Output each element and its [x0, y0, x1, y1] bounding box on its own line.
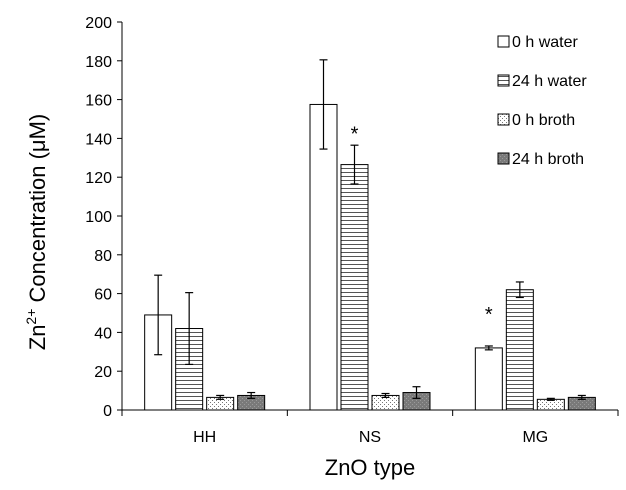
legend-swatch: [497, 113, 510, 126]
significance-marker: *: [351, 124, 359, 146]
bar: [340, 164, 369, 411]
x-tick-label: HH: [193, 429, 216, 446]
y-tick-label: 20: [94, 364, 112, 381]
legend-swatch: [497, 35, 510, 48]
y-tick-label: 160: [85, 93, 112, 110]
y-tick-label: 60: [94, 287, 112, 304]
legend-label: 0 h water: [512, 34, 578, 51]
legend-label: 0 h broth: [512, 112, 575, 129]
y-tick-label: 200: [85, 15, 112, 32]
y-tick-label: 140: [85, 131, 112, 148]
legend: 0 h water 24 h water 0 h broth 24 h broth: [497, 34, 587, 168]
y-axis-title-sup: 2+: [23, 309, 39, 325]
x-tick-label: MG: [522, 429, 548, 446]
x-tick-label: NS: [359, 429, 381, 446]
y-tick-label: 180: [85, 54, 112, 71]
bar: [474, 347, 503, 411]
bar: [309, 103, 338, 411]
axis-labels: ZnO type Zn2+ Concentration (μM): [23, 114, 415, 480]
axes: 0 20 40 60 80 100 120 140 160 180 200 HH NS MG: [85, 15, 619, 446]
legend-label: 24 h water: [512, 73, 587, 90]
bar: [536, 398, 565, 411]
legend-swatch: [497, 152, 510, 165]
legend-swatch: [497, 74, 510, 87]
y-tick-label: 120: [85, 170, 112, 187]
y-axis-title-rest: Concentration (μM): [25, 114, 50, 309]
y-tick-label: 80: [94, 248, 112, 265]
y-tick-label: 40: [94, 325, 112, 342]
legend-label: 24 h broth: [512, 151, 584, 168]
y-tick-label: 0: [103, 403, 112, 420]
y-axis-title: Zn2+ Concentration (μM): [23, 114, 50, 351]
y-axis-title-base: Zn: [25, 325, 50, 351]
y-tick-label: 100: [85, 209, 112, 226]
bars: **: [144, 59, 596, 411]
significance-marker: *: [485, 304, 493, 326]
bar: [505, 289, 534, 411]
x-axis-title: ZnO type: [325, 455, 415, 480]
